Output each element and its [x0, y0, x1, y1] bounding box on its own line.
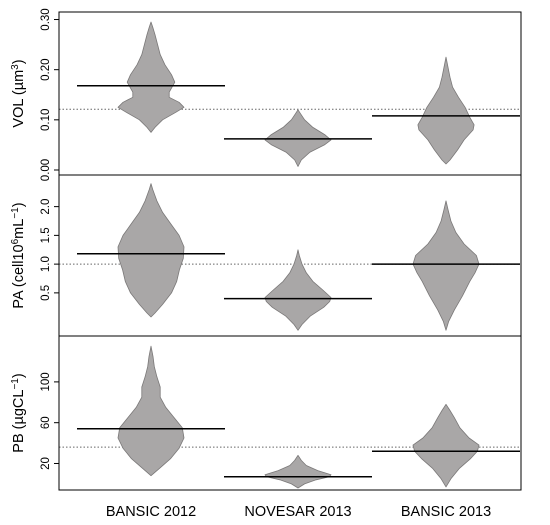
violin-pb-1	[117, 345, 185, 477]
category-label-bansic-2012: BANSIC 2012	[106, 504, 196, 520]
y-axis-title-pa: PA (cell106mL−1)	[10, 202, 27, 308]
category-axis: BANSIC 2012 NOVESAR 2013 BANSIC 2013	[106, 504, 491, 520]
chart-panels: 0.00 0.10 0.20 0.30 VOL (µm3) 0.5 1.0 1.5 2.0 PA …	[10, 8, 522, 491]
y-tick-label-vol: 0.20	[40, 59, 52, 81]
category-label-bansic-2013: BANSIC 2013	[401, 504, 491, 520]
y-axis-title-vol: VOL (µm3)	[10, 59, 27, 127]
panel-vol: 0.00 0.10 0.20 0.30 VOL (µm3)	[10, 8, 522, 181]
y-axis-title-pb: PB (µgCL−1)	[10, 373, 27, 452]
category-label-novesar-2013: NOVESAR 2013	[244, 504, 351, 520]
y-tick-label-pa: 1.0	[40, 256, 52, 272]
violin-vol-3	[417, 56, 475, 165]
violin-pa-3	[412, 200, 480, 331]
y-tick-label-pa: 0.5	[40, 285, 52, 301]
y-tick-label-pa: 1.5	[40, 227, 52, 243]
y-tick-label-pb: 60	[40, 416, 52, 429]
violin-pb-3	[412, 403, 480, 488]
violin-vol-1	[117, 21, 185, 133]
violin-pa-2	[264, 249, 332, 331]
y-tick-label-vol: 0.00	[40, 159, 52, 181]
violin-pb-2	[264, 454, 332, 489]
violin-pa-1	[117, 183, 185, 318]
y-tick-label-pb: 20	[40, 457, 52, 470]
panel-pa: 0.5 1.0 1.5 2.0 PA (cell106mL−1)	[10, 174, 522, 337]
panel-frame-pb	[58, 335, 522, 491]
panel-pb: 20 60 100 PB (µgCL−1)	[10, 335, 522, 491]
y-tick-label-pa: 2.0	[40, 199, 52, 215]
y-tick-label-pb: 100	[40, 372, 52, 391]
y-tick-label-vol: 0.10	[40, 109, 52, 131]
y-tick-label-vol: 0.30	[40, 8, 52, 30]
